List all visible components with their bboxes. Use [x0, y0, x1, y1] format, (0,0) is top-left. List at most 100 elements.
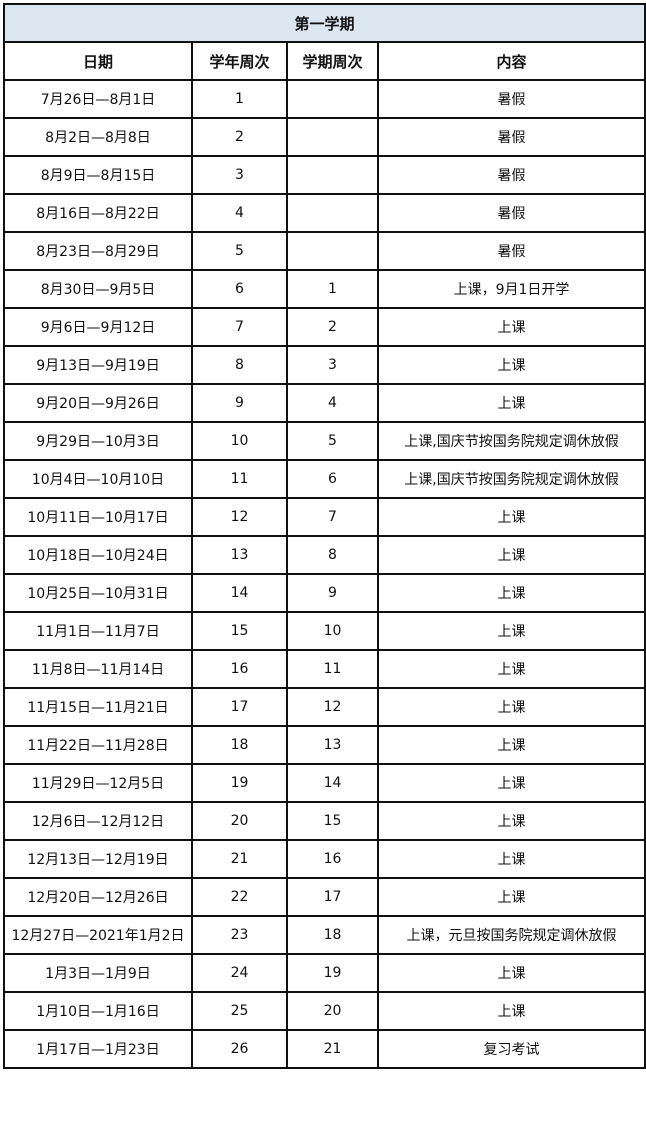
table-row: 10月11日—10月17日 12 7 上课: [3, 497, 646, 537]
cell-semester-week: 3: [286, 345, 379, 385]
cell-semester-week: 18: [286, 915, 379, 955]
cell-academic-year-week: 22: [191, 877, 288, 917]
cell-date: 7月26日—8月1日: [3, 79, 193, 119]
cell-content: 上课: [376, 839, 646, 879]
table-row: 8月9日—8月15日 3 暑假: [3, 155, 646, 195]
header-semester-week: 学期周次: [286, 41, 379, 81]
cell-semester-week: 8: [286, 535, 379, 575]
table-row: 8月30日—9月5日 6 1 上课，9月1日开学: [3, 269, 646, 309]
cell-content: 上课: [376, 953, 646, 993]
cell-date: 8月30日—9月5日: [3, 269, 193, 309]
cell-date: 12月6日—12月12日: [3, 801, 193, 841]
cell-semester-week: 15: [286, 801, 379, 841]
table-row: 9月29日—10月3日 10 5 上课,国庆节按国务院规定调休放假: [3, 421, 646, 461]
cell-semester-week: 1: [286, 269, 379, 309]
table-title: 第一学期: [2, 3, 646, 43]
table-row: 9月6日—9月12日 7 2 上课: [3, 307, 646, 347]
cell-semester-week: 16: [286, 839, 379, 879]
cell-academic-year-week: 8: [191, 345, 288, 385]
table-row: 9月13日—9月19日 8 3 上课: [3, 345, 646, 385]
cell-date: 8月23日—8月29日: [3, 231, 193, 271]
cell-content: 上课,国庆节按国务院规定调休放假: [376, 459, 646, 499]
cell-academic-year-week: 3: [191, 155, 288, 195]
table-row: 12月27日—2021年1月2日 23 18 上课，元旦按国务院规定调休放假: [3, 915, 646, 955]
cell-content: 上课: [376, 573, 646, 613]
cell-semester-week: 13: [286, 725, 379, 765]
cell-content: 上课,国庆节按国务院规定调休放假: [376, 421, 646, 461]
cell-content: 上课，9月1日开学: [376, 269, 646, 309]
table-row: 10月4日—10月10日 11 6 上课,国庆节按国务院规定调休放假: [3, 459, 646, 499]
cell-date: 10月4日—10月10日: [3, 459, 193, 499]
cell-date: 9月20日—9月26日: [3, 383, 193, 423]
cell-academic-year-week: 11: [191, 459, 288, 499]
cell-content: 上课: [376, 687, 646, 727]
header-content: 内容: [376, 41, 646, 81]
cell-academic-year-week: 12: [191, 497, 288, 537]
table-row: 8月23日—8月29日 5 暑假: [3, 231, 646, 271]
table-row: 9月20日—9月26日 9 4 上课: [3, 383, 646, 423]
cell-academic-year-week: 23: [191, 915, 288, 955]
cell-date: 1月3日—1月9日: [3, 953, 193, 993]
cell-date: 1月17日—1月23日: [3, 1029, 193, 1069]
cell-date: 12月27日—2021年1月2日: [3, 915, 193, 955]
cell-date: 9月13日—9月19日: [3, 345, 193, 385]
cell-semester-week: [286, 117, 379, 157]
cell-semester-week: 5: [286, 421, 379, 461]
cell-semester-week: 9: [286, 573, 379, 613]
cell-semester-week: 2: [286, 307, 379, 347]
cell-academic-year-week: 6: [191, 269, 288, 309]
cell-semester-week: 17: [286, 877, 379, 917]
title-row: 第一学期: [2, 3, 646, 43]
cell-academic-year-week: 24: [191, 953, 288, 993]
cell-content: 暑假: [376, 79, 646, 119]
cell-academic-year-week: 16: [191, 649, 288, 689]
cell-content: 复习考试: [376, 1029, 646, 1069]
cell-academic-year-week: 1: [191, 79, 288, 119]
cell-semester-week: 7: [286, 497, 379, 537]
table-row: 11月1日—11月7日 15 10 上课: [3, 611, 646, 651]
cell-semester-week: 21: [286, 1029, 379, 1069]
cell-semester-week: 12: [286, 687, 379, 727]
cell-date: 11月1日—11月7日: [3, 611, 193, 651]
table-row: 11月15日—11月21日 17 12 上课: [3, 687, 646, 727]
cell-content: 上课: [376, 991, 646, 1031]
cell-academic-year-week: 14: [191, 573, 288, 613]
cell-content: 上课: [376, 497, 646, 537]
header-academic-year-week: 学年周次: [191, 41, 288, 81]
cell-academic-year-week: 13: [191, 535, 288, 575]
cell-content: 上课: [376, 345, 646, 385]
cell-semester-week: 4: [286, 383, 379, 423]
table-row: 1月17日—1月23日 26 21 复习考试: [3, 1029, 646, 1069]
cell-date: 8月2日—8月8日: [3, 117, 193, 157]
cell-academic-year-week: 17: [191, 687, 288, 727]
table-row: 12月13日—12月19日 21 16 上课: [3, 839, 646, 879]
cell-semester-week: [286, 79, 379, 119]
table-row: 7月26日—8月1日 1 暑假: [3, 79, 646, 119]
cell-semester-week: [286, 155, 379, 195]
cell-date: 8月16日—8月22日: [3, 193, 193, 233]
cell-date: 1月10日—1月16日: [3, 991, 193, 1031]
table-row: 11月29日—12月5日 19 14 上课: [3, 763, 646, 803]
cell-content: 上课: [376, 307, 646, 347]
cell-date: 10月11日—10月17日: [3, 497, 193, 537]
header-row: 日期 学年周次 学期周次 内容: [3, 41, 646, 81]
cell-semester-week: 6: [286, 459, 379, 499]
cell-content: 上课: [376, 763, 646, 803]
cell-content: 上课: [376, 383, 646, 423]
cell-semester-week: 19: [286, 953, 379, 993]
cell-content: 上课，元旦按国务院规定调休放假: [376, 915, 646, 955]
cell-academic-year-week: 18: [191, 725, 288, 765]
header-date: 日期: [3, 41, 193, 81]
cell-date: 10月25日—10月31日: [3, 573, 193, 613]
cell-content: 暑假: [376, 117, 646, 157]
cell-semester-week: [286, 231, 379, 271]
cell-date: 11月22日—11月28日: [3, 725, 193, 765]
cell-academic-year-week: 4: [191, 193, 288, 233]
cell-date: 11月29日—12月5日: [3, 763, 193, 803]
semester-schedule-table: 第一学期 日期 学年周次 学期周次 内容 7月26日—8月1日 1 暑假 8月2日—8…: [2, 3, 646, 1069]
cell-semester-week: 20: [286, 991, 379, 1031]
cell-date: 10月18日—10月24日: [3, 535, 193, 575]
table-row: 11月8日—11月14日 16 11 上课: [3, 649, 646, 689]
cell-date: 12月13日—12月19日: [3, 839, 193, 879]
cell-content: 暑假: [376, 155, 646, 195]
